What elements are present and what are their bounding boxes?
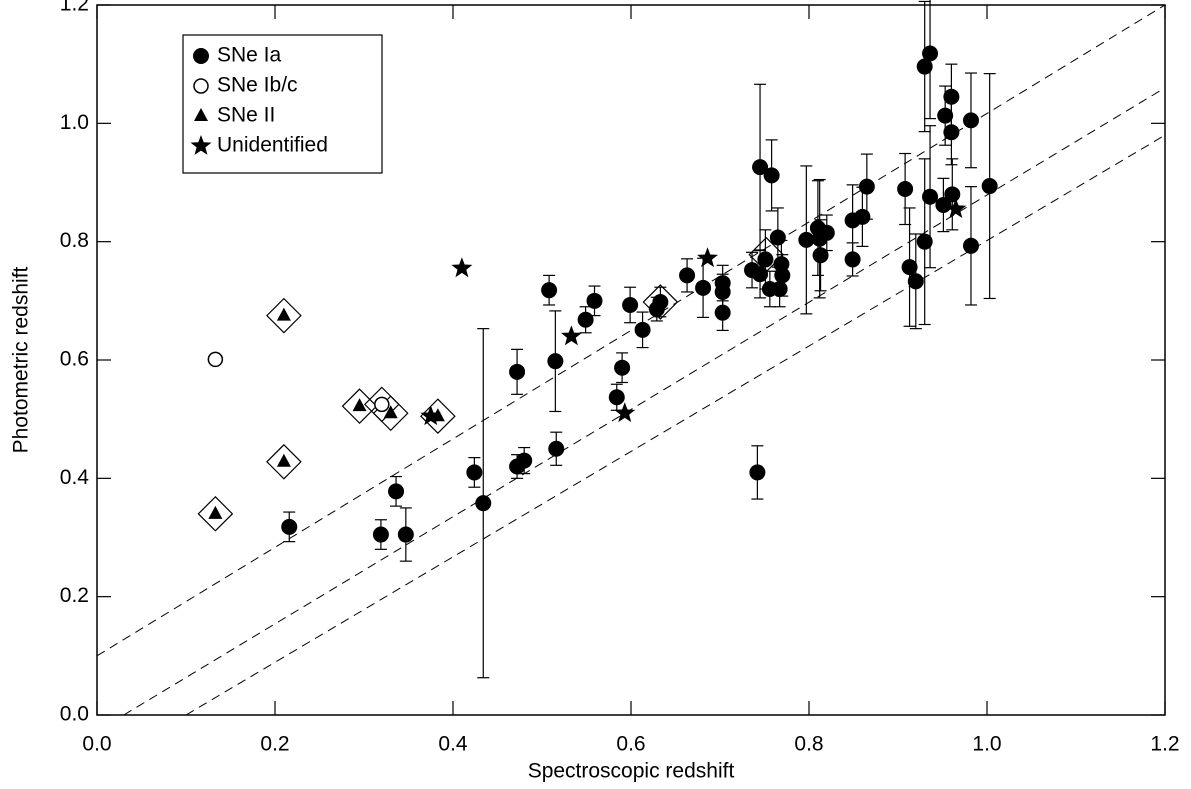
legend-label: SNe Ia xyxy=(217,44,282,67)
point xyxy=(622,296,639,313)
point xyxy=(962,112,979,129)
point xyxy=(276,453,291,467)
point xyxy=(541,282,558,299)
y-tick-label: 1.2 xyxy=(60,0,89,16)
point xyxy=(466,464,483,481)
point xyxy=(763,167,780,184)
point xyxy=(577,311,594,328)
diamond-highlight xyxy=(197,495,234,532)
x-tick-label: 0.2 xyxy=(260,733,289,756)
x-tick-label: 1.0 xyxy=(972,733,1001,756)
legend-marker xyxy=(193,78,209,94)
point xyxy=(916,233,933,250)
point xyxy=(752,266,769,283)
legend-marker xyxy=(190,135,212,155)
x-tick-label: 1.2 xyxy=(1150,733,1179,756)
point xyxy=(922,188,939,205)
point xyxy=(560,325,582,346)
point xyxy=(897,181,914,198)
point xyxy=(714,275,731,292)
point xyxy=(854,208,871,225)
point xyxy=(276,307,291,321)
data-layer xyxy=(197,0,998,679)
x-tick-label: 0.4 xyxy=(438,733,468,756)
point xyxy=(634,321,651,338)
point xyxy=(945,198,967,219)
point xyxy=(752,159,769,176)
legend-label: SNe II xyxy=(217,104,275,127)
point xyxy=(749,464,766,481)
point xyxy=(547,353,564,370)
point xyxy=(679,267,696,284)
diamond-highlight xyxy=(341,388,378,424)
point xyxy=(372,526,389,543)
point xyxy=(937,107,954,124)
point xyxy=(608,389,625,406)
legend-marker xyxy=(194,108,208,121)
point xyxy=(812,247,829,264)
point xyxy=(586,292,603,309)
diamond-highlight xyxy=(642,284,679,320)
legend-label: Unidentified xyxy=(217,134,328,157)
point xyxy=(935,196,952,213)
point xyxy=(281,518,298,535)
point xyxy=(714,304,731,321)
point xyxy=(798,231,815,248)
diamond-highlight xyxy=(420,398,456,435)
x-tick-label: 0.6 xyxy=(616,733,645,756)
reference-line xyxy=(185,134,1165,715)
point xyxy=(981,178,998,195)
point xyxy=(614,402,636,423)
legend-box xyxy=(182,34,383,174)
diamond-highlight xyxy=(266,443,302,480)
point xyxy=(922,45,939,62)
point xyxy=(771,281,788,297)
point xyxy=(757,251,774,268)
x-tick-label: 0.0 xyxy=(82,733,111,756)
point xyxy=(858,178,875,195)
point xyxy=(397,526,414,543)
point xyxy=(548,440,565,457)
point xyxy=(962,237,979,254)
point xyxy=(943,124,960,141)
point xyxy=(516,452,533,469)
point xyxy=(614,359,631,376)
point xyxy=(943,88,960,105)
point xyxy=(352,398,367,412)
point xyxy=(388,483,405,500)
y-tick-label: 0.2 xyxy=(60,584,89,607)
y-tick-label: 0.4 xyxy=(60,466,90,489)
point xyxy=(475,495,492,512)
point xyxy=(383,405,398,419)
reference-line xyxy=(123,87,1165,715)
point xyxy=(374,396,390,413)
point xyxy=(451,257,473,278)
y-tick-label: 0.6 xyxy=(60,348,89,371)
x-axis-label: Spectroscopic redshift xyxy=(528,760,735,783)
diamond-highlight xyxy=(266,297,302,334)
point xyxy=(944,186,961,203)
point xyxy=(818,224,835,241)
y-tick-label: 0.8 xyxy=(60,229,89,252)
point xyxy=(509,363,526,380)
y-axis-label: Photometric redshift xyxy=(10,266,33,453)
point xyxy=(207,351,224,368)
legend-marker xyxy=(193,48,209,64)
point xyxy=(652,294,669,311)
point xyxy=(697,247,718,268)
y-tick-label: 0.0 xyxy=(60,703,89,726)
point xyxy=(769,229,786,246)
y-tick-label: 1.0 xyxy=(60,111,89,134)
point xyxy=(208,505,223,519)
legend-label: SNe Ib/c xyxy=(217,74,298,97)
point xyxy=(916,58,933,75)
point xyxy=(695,279,712,296)
point xyxy=(420,405,442,426)
point xyxy=(773,256,790,273)
point xyxy=(901,259,918,276)
reference-line xyxy=(97,5,1165,657)
x-tick-label: 0.8 xyxy=(794,733,823,756)
point xyxy=(907,273,924,290)
